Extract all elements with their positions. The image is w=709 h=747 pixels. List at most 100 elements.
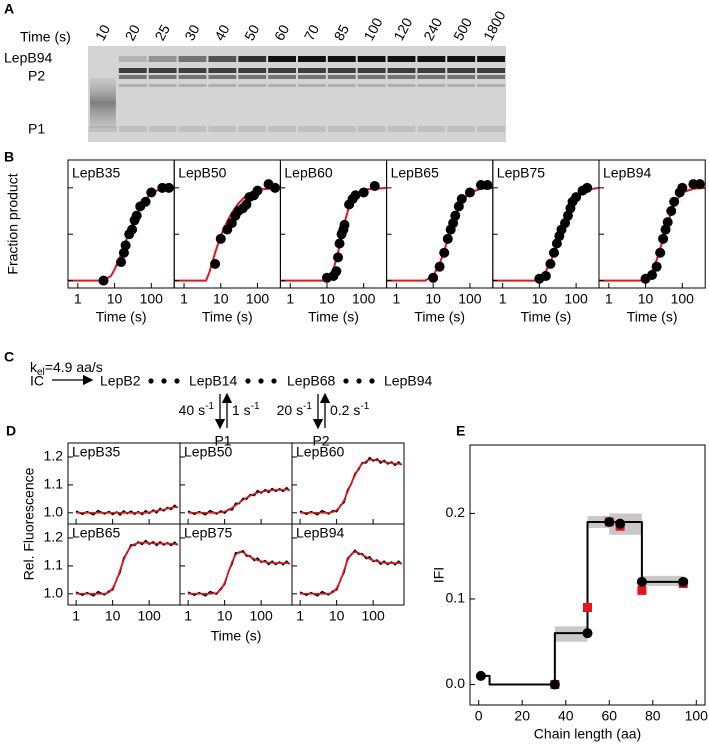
chart-title: LepB50 [184, 444, 232, 460]
marker [140, 196, 151, 207]
marker [350, 190, 361, 201]
marker [210, 258, 221, 269]
chart: 1 10 100 LepB35 Time (s) Fraction product [5, 159, 175, 325]
marker [677, 182, 688, 193]
band [447, 75, 476, 79]
marker [615, 518, 626, 529]
plot-area [299, 549, 403, 597]
y-tick-label: 0.2 [446, 504, 466, 520]
plot-area [478, 513, 684, 686]
band [477, 126, 505, 132]
x-tick-label: 100 [458, 291, 482, 307]
band [417, 56, 446, 62]
x-tick-label: 10 [638, 291, 654, 307]
marker [456, 193, 467, 204]
marker [215, 233, 226, 244]
band [477, 84, 505, 87]
band [148, 75, 177, 79]
line [492, 186, 599, 282]
band [118, 68, 147, 73]
chart: 1.0 1.1 1.2 1 10 100 LepB65 [44, 523, 181, 624]
x-axis-label: Chain length (aa) [534, 726, 641, 742]
y-tick-label: 1.2 [44, 448, 64, 464]
panel-label: E [456, 423, 465, 439]
band [357, 75, 386, 79]
x-tick-label: 10 [217, 608, 233, 624]
band-label: P1 [28, 121, 45, 137]
marker [252, 185, 263, 196]
gel-bands [89, 56, 505, 132]
chart-title: LepB35 [72, 444, 120, 460]
chart-title: LepB50 [178, 165, 226, 181]
x-tick-label: 10 [425, 291, 441, 307]
band-label: LepB94 [4, 50, 52, 66]
marker [226, 218, 237, 229]
x-tick-label: 100 [685, 708, 709, 724]
band [118, 126, 147, 132]
band [148, 56, 177, 62]
chart-title: LepB65 [391, 165, 439, 181]
band [357, 56, 386, 62]
band [238, 68, 267, 73]
marker [146, 187, 157, 198]
x-tick-label: 100 [361, 608, 385, 624]
marker [655, 247, 666, 258]
band [357, 126, 386, 132]
marker [369, 180, 380, 191]
line [478, 520, 684, 686]
marker [548, 247, 559, 258]
line [75, 539, 179, 597]
band [387, 68, 416, 73]
x-axis-label: Time (s) [202, 309, 253, 325]
line [187, 486, 291, 516]
plot-area [187, 550, 291, 597]
panel-label: A [4, 1, 14, 17]
x-tick-label: 100 [352, 291, 376, 307]
lane-label: 120 [390, 15, 415, 43]
marker [604, 516, 615, 527]
band [208, 126, 237, 132]
band [417, 75, 446, 79]
line [76, 541, 178, 595]
chart-title: LepB75 [497, 165, 545, 181]
x-tick-label: 100 [140, 291, 164, 307]
y-tick-label: 1.0 [44, 585, 64, 601]
x-tick-label: 100 [249, 608, 273, 624]
plot-area [75, 504, 179, 516]
marker [358, 187, 369, 198]
marker [658, 233, 669, 244]
lane-label: 50 [241, 22, 263, 43]
marker [666, 206, 677, 217]
x-tick-label: 10 [105, 608, 121, 624]
marker [131, 210, 142, 221]
band [208, 84, 237, 87]
band [477, 75, 505, 79]
band [178, 56, 207, 62]
chart: 0.0 0.1 0.2 0 20 40 60 80 100 Chain length (aa) IF… [431, 444, 709, 742]
line [188, 488, 290, 514]
panel-label: B [4, 149, 14, 165]
marker [464, 187, 475, 198]
marker [637, 585, 647, 595]
dots [148, 378, 375, 384]
panel-label: D [6, 423, 16, 439]
band-label: P2 [28, 68, 45, 84]
line [76, 505, 178, 514]
marker [647, 270, 658, 281]
x-tick-label: 10 [213, 291, 229, 307]
x-tick-label: 1 [605, 291, 613, 307]
band [357, 84, 386, 87]
band [387, 75, 416, 79]
smear [90, 78, 116, 128]
band [118, 75, 147, 79]
y-tick-label: 0.0 [446, 675, 466, 691]
chart-title: LepB60 [284, 165, 332, 181]
arrows [214, 392, 331, 430]
x-tick-label: 100 [564, 291, 588, 307]
x-tick-label: 1 [184, 608, 192, 624]
y-axis-label: Fraction product [5, 173, 21, 274]
y-tick-label: 0.1 [446, 590, 466, 606]
band [447, 68, 476, 73]
band [89, 126, 117, 132]
